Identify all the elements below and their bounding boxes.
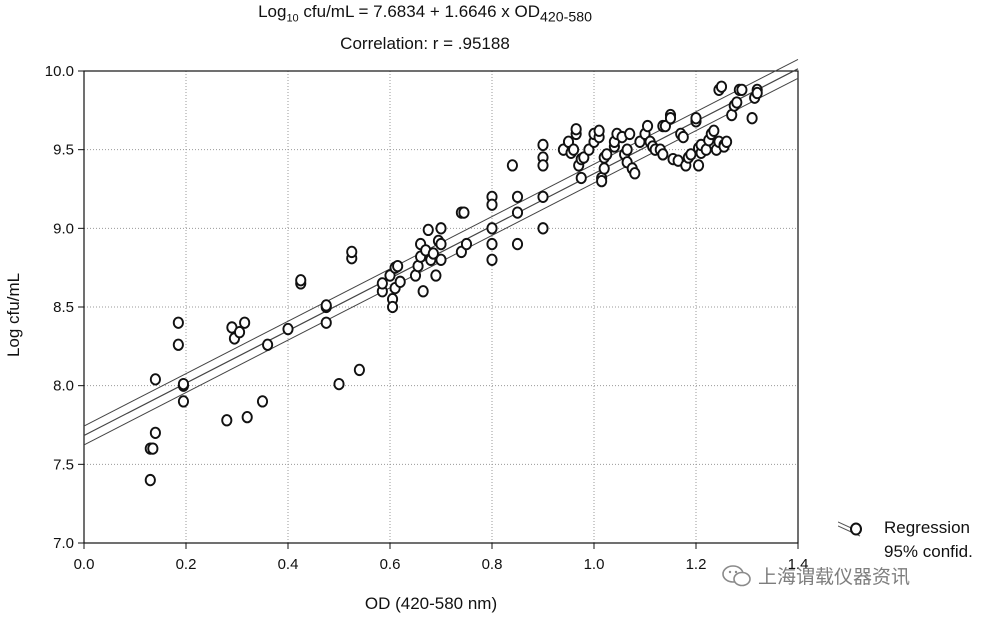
data-point (394, 275, 406, 288)
data-point (177, 377, 189, 391)
data-point (427, 247, 439, 260)
data-point (435, 222, 447, 235)
legend-regression-label: Regression (884, 518, 970, 537)
data-point (685, 148, 697, 161)
data-point (233, 326, 246, 339)
data-point (346, 245, 358, 259)
data-point (177, 395, 189, 408)
x-tick-label: 0.4 (278, 556, 299, 573)
data-point (575, 171, 587, 185)
data-point (537, 159, 549, 172)
y-axis-label: Log cfu/mL (4, 273, 23, 357)
data-point (320, 316, 332, 329)
wechat-icon (722, 565, 751, 587)
x-tick-label: 1.0 (584, 556, 605, 573)
data-point (392, 259, 404, 273)
data-point (417, 285, 429, 298)
data-point (172, 316, 184, 329)
x-tick-label: 1.2 (686, 556, 707, 573)
data-point (621, 143, 633, 156)
data-point (486, 237, 498, 251)
y-tick-label: 9.5 (53, 142, 74, 159)
data-point (511, 237, 524, 251)
data-point (172, 338, 184, 351)
data-point (458, 206, 470, 219)
data-point (511, 190, 524, 204)
data-point (241, 410, 253, 424)
chart-subtitle: Correlation: r = .95188 (340, 34, 510, 53)
data-point (333, 377, 345, 391)
data-point (320, 299, 332, 312)
data-point (629, 167, 641, 180)
x-tick-label: 1.4 (788, 556, 809, 573)
y-tick-label: 7.5 (53, 456, 74, 473)
y-tick-label: 7.0 (53, 535, 74, 552)
data-point (221, 414, 233, 427)
data-point (256, 395, 269, 408)
data-point (422, 223, 434, 237)
data-point (601, 148, 613, 161)
data-point (353, 363, 365, 377)
data-point (537, 138, 549, 152)
data-point (746, 112, 758, 125)
data-point (149, 373, 161, 386)
data-point (486, 198, 498, 211)
data-point (642, 119, 654, 133)
data-point (537, 222, 549, 235)
data-point (751, 86, 763, 100)
data-point (430, 269, 442, 282)
data-point (593, 124, 605, 137)
data-point (598, 162, 610, 175)
data-point (721, 135, 733, 148)
data-point (295, 274, 307, 287)
data-point (262, 338, 274, 351)
data-point (624, 127, 636, 141)
data-point (435, 237, 447, 251)
chart-title: Log10 cfu/mL = 7.6834 + 1.6646 x OD420-5… (258, 2, 592, 26)
data-point (506, 159, 518, 172)
x-tick-label: 0.6 (380, 556, 401, 573)
data-point (693, 159, 705, 172)
data-point (149, 426, 161, 440)
data-point (386, 300, 399, 314)
data-point (376, 277, 388, 290)
data-point (511, 206, 524, 219)
data-point (736, 83, 748, 97)
legend-symbol (838, 521, 862, 537)
y-tick-label: 9.0 (53, 220, 74, 237)
legend-confid-label: 95% confid. (884, 542, 973, 561)
data-point (147, 442, 159, 455)
data-point (435, 253, 447, 266)
x-tick-label: 0.0 (74, 556, 95, 573)
data-point (486, 222, 498, 235)
data-point (537, 190, 549, 204)
data-point (239, 316, 251, 329)
data-point (570, 123, 582, 136)
data-point (596, 174, 608, 188)
x-tick-label: 0.8 (482, 556, 503, 573)
data-point (731, 96, 743, 109)
y-tick-label: 8.5 (53, 299, 74, 316)
data-point (664, 112, 677, 125)
y-tick-label: 10.0 (45, 63, 74, 80)
data-point (460, 237, 473, 251)
data-point (690, 112, 702, 125)
data-point (657, 148, 669, 161)
data-point (144, 473, 156, 487)
data-point (677, 130, 689, 144)
data-point (486, 253, 498, 266)
watermark-text: 上海谓载仪器资讯 (758, 567, 911, 588)
data-point (715, 80, 728, 93)
x-axis-label: OD (420-580 nm) (365, 594, 497, 613)
x-tick-label: 0.2 (176, 556, 197, 573)
data-point (708, 124, 720, 137)
data-point (282, 322, 294, 336)
y-tick-label: 8.0 (53, 378, 74, 395)
watermark: 上海谓载仪器资讯 (722, 562, 910, 589)
data-point (568, 143, 580, 156)
